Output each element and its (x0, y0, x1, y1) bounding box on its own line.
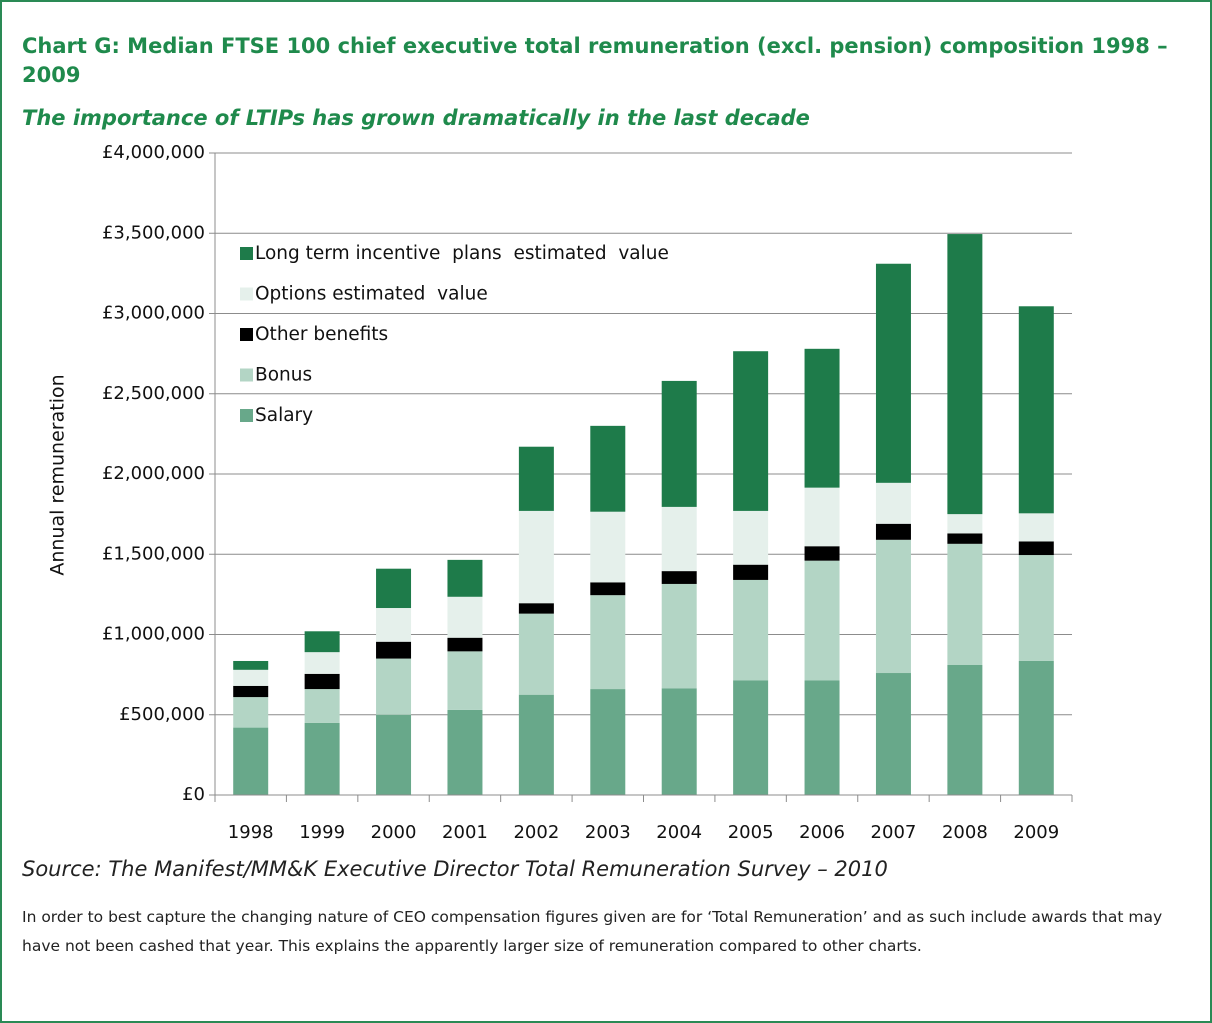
bar-segment (304, 689, 340, 723)
legend-swatch (240, 368, 253, 382)
bar-segment (447, 559, 483, 597)
x-tick-label: 2001 (442, 822, 488, 843)
y-tick-label: £0 (182, 784, 205, 805)
x-tick-label: 2006 (799, 822, 845, 843)
legend-label: Options estimated value (255, 284, 488, 305)
bar-segment (233, 685, 269, 698)
bar-segment (447, 596, 483, 638)
y-tick-label: £2,500,000 (102, 383, 205, 404)
bar-segment (947, 664, 983, 795)
x-tick-label: 2008 (942, 822, 988, 843)
bar-segment (376, 608, 412, 642)
bar-segment (518, 446, 554, 511)
bar-segment (590, 511, 626, 583)
bar-segment (447, 637, 483, 652)
chart-subtitle: The importance of LTIPs has grown dramat… (22, 106, 810, 130)
legend-swatch (240, 409, 253, 422)
y-tick-label: £500,000 (119, 704, 205, 725)
bar-segment (1018, 541, 1054, 556)
bar-segment (661, 688, 697, 795)
bar-segment (661, 583, 697, 689)
bar-segment (233, 660, 269, 670)
bar-segment (590, 582, 626, 596)
bar-segment (233, 697, 269, 728)
bar-segment (733, 680, 769, 795)
x-tick-label: 2003 (585, 822, 631, 843)
bar-segment (1018, 306, 1054, 514)
legend-label: Long term incentive plans estimated valu… (255, 243, 669, 264)
legend-swatch (240, 287, 253, 301)
y-tick-label: £4,000,000 (102, 142, 205, 163)
bar-segment (1018, 513, 1054, 542)
legend-label: Other benefits (255, 324, 388, 345)
bar-segment (733, 564, 769, 580)
chart-title: Chart G: Median FTSE 100 chief executive… (22, 34, 1168, 87)
bar-segment (304, 722, 340, 795)
bar-segment (875, 673, 911, 795)
legend-label: Salary (255, 405, 313, 426)
y-tick-label: £2,000,000 (102, 463, 205, 484)
bar-segment (518, 603, 554, 614)
bar-segment (233, 669, 269, 686)
bar-segment (376, 714, 412, 795)
y-tick-label: £3,500,000 (102, 222, 205, 243)
bar-segment (875, 523, 911, 540)
legend-label: Bonus (255, 365, 312, 386)
x-tick-label: 1998 (228, 822, 274, 843)
x-tick-label: 2005 (728, 822, 774, 843)
bar-segment (1018, 555, 1054, 661)
bar-segment (947, 543, 983, 665)
bar-segment (376, 568, 412, 609)
bar-segment (376, 658, 412, 715)
y-tick-label: £3,000,000 (102, 303, 205, 324)
bar-segment (733, 579, 769, 681)
x-tick-label: 2000 (371, 822, 417, 843)
bar-segment (875, 539, 911, 674)
bar-segment (304, 673, 340, 690)
bar-segment (304, 652, 340, 674)
bar-segment (804, 348, 840, 488)
x-tick-label: 2009 (1013, 822, 1059, 843)
bar-segment (947, 533, 983, 544)
bar-segment (947, 234, 983, 515)
bar-segment (518, 694, 554, 795)
bar-segment (804, 546, 840, 561)
bar-segment (804, 560, 840, 681)
bar-segment (233, 727, 269, 795)
bar-segment (661, 571, 697, 584)
bar-segment (590, 595, 626, 690)
y-tick-label: £1,500,000 (102, 543, 205, 564)
bar-segment (733, 351, 769, 511)
bar-segment (661, 506, 697, 572)
y-axis-label: Annual remuneration (47, 374, 69, 575)
bar-segment (733, 510, 769, 565)
legend-swatch (240, 328, 253, 341)
bar-segment (947, 514, 983, 534)
source: Source: The Manifest/MM&K Executive Dire… (22, 857, 888, 881)
bar-segment (875, 482, 911, 524)
bar-segment (804, 487, 840, 547)
x-tick-label: 2004 (656, 822, 702, 843)
bar-segment (590, 425, 626, 512)
bar-segment (518, 510, 554, 604)
bar-segment (304, 631, 340, 653)
bar-segment (376, 641, 412, 659)
y-tick-label: £1,000,000 (102, 624, 205, 645)
legend-swatch (240, 247, 253, 260)
x-tick-label: 2007 (871, 822, 917, 843)
bar-segment (518, 613, 554, 695)
bar-segment (447, 651, 483, 710)
bar-segment (661, 380, 697, 507)
bar-segment (804, 680, 840, 795)
bar-segment (875, 263, 911, 483)
bar-segment (1018, 660, 1054, 795)
x-tick-label: 1999 (299, 822, 345, 843)
x-tick-label: 2002 (513, 822, 559, 843)
bar-segment (590, 689, 626, 795)
note: In order to best capture the changing na… (22, 908, 1163, 955)
bar-segment (447, 709, 483, 795)
